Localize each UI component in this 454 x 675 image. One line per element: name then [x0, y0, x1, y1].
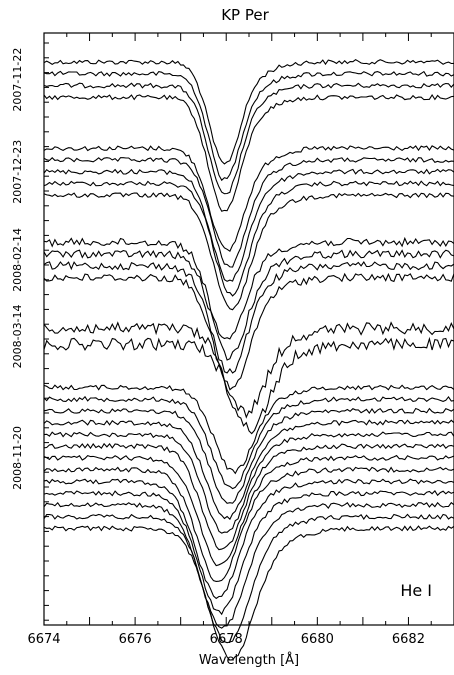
- spectrum-line: [43, 59, 454, 165]
- epoch-label: 2007-11-22: [11, 48, 24, 112]
- epoch-labels: 2007-11-22 2007-12-23 2008-02-14 2008-03-14…: [11, 48, 24, 490]
- spectrum-line: [43, 454, 454, 567]
- x-axis-label: Wavelength [Å]: [199, 652, 299, 668]
- epoch-label: 2008-03-14: [11, 304, 24, 368]
- x-tick-label: 6682: [392, 632, 425, 647]
- x-tick-label: 6678: [210, 632, 243, 647]
- spectrum-line: [43, 525, 454, 661]
- spectrum-line: [43, 272, 454, 391]
- epoch-label: 2008-02-14: [11, 228, 24, 292]
- spectrum-line: [43, 93, 454, 212]
- x-tick-labels: 6674 6676 6678 6680 6682: [27, 632, 425, 647]
- x-tick-label: 6676: [119, 632, 152, 647]
- spectrum-line: [43, 384, 454, 475]
- spectrum-line: [43, 70, 454, 182]
- x-tick-label: 6674: [27, 632, 60, 647]
- spectrum-line: [43, 192, 454, 311]
- spectrum-line: [43, 180, 454, 297]
- spectrum-line: [43, 490, 454, 616]
- spectrum-line: [43, 407, 454, 504]
- spectrum-line: [43, 168, 454, 282]
- spectrum-line: [43, 145, 454, 253]
- spectrum-line: [43, 442, 454, 551]
- spectra-lines: [43, 59, 454, 661]
- axis-ticks: [43, 33, 454, 625]
- spectrum-line: [43, 82, 454, 195]
- chart-title: KP Per: [221, 6, 269, 24]
- spectrum-line: [43, 513, 454, 644]
- spectrum-line: [43, 157, 454, 268]
- epoch-label: 2007-12-23: [11, 140, 24, 204]
- x-tick-label: 6680: [301, 632, 334, 647]
- spectrum-line: [43, 466, 454, 582]
- spectrum-line: [43, 431, 454, 534]
- spectrum-line: [43, 478, 454, 600]
- spectrum-line: [43, 260, 454, 374]
- spectrum-line: [43, 419, 454, 521]
- line-annotation: He I: [400, 581, 432, 600]
- spectrum-line: [43, 236, 454, 340]
- epoch-label: 2008-11-20: [11, 426, 24, 490]
- spectrum-line: [43, 321, 454, 419]
- spectrum-line: [43, 501, 454, 629]
- spectrum-line: [43, 336, 454, 435]
- spectrum-line: [43, 395, 454, 490]
- spectrum-line: [43, 249, 454, 361]
